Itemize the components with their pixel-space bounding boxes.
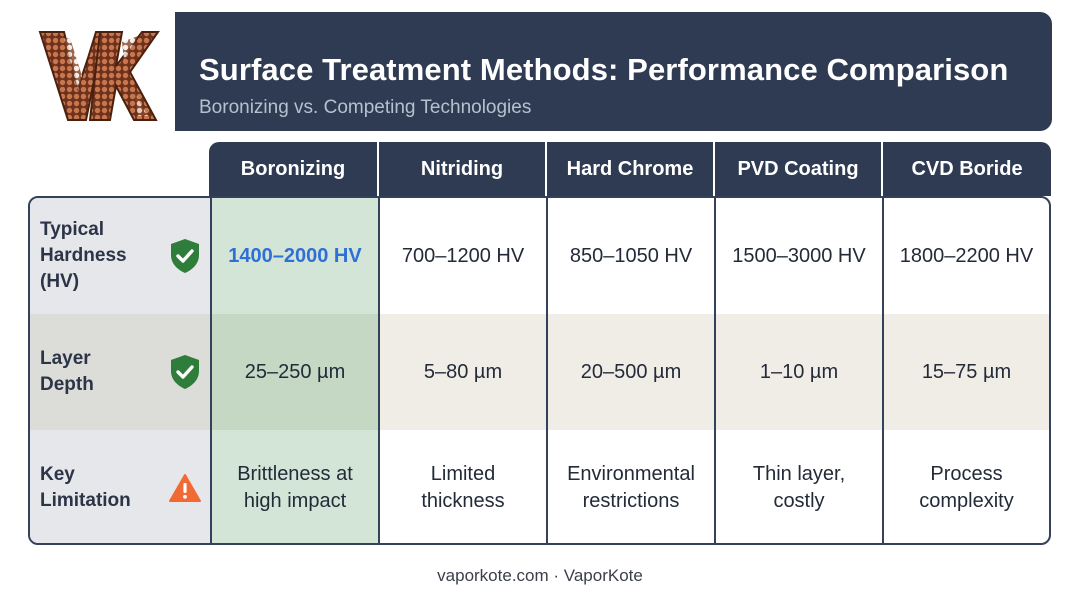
table-cell: Brittleness at high impact [210,430,378,543]
table-cell: 25–250 µm [210,314,378,430]
row-label: Key Limitation [30,430,160,543]
table-cell: 1–10 µm [714,314,882,430]
shield-check-icon [171,355,199,389]
table-row-hardness: Typical Hardness (HV) 1400–2000 HV 700–1… [30,198,1049,314]
column-header-boronizing: Boronizing [209,142,377,196]
vaporkote-logo [38,31,160,121]
table-cell: 5–80 µm [378,314,546,430]
title-banner: Surface Treatment Methods: Performance C… [175,12,1052,131]
column-header-cvd-boride: CVD Boride [881,142,1051,196]
table-cell: 700–1200 HV [378,198,546,314]
column-header-hard-chrome: Hard Chrome [545,142,713,196]
table-cell: 1500–3000 HV [714,198,882,314]
page-subtitle: Boronizing vs. Competing Technologies [199,97,532,118]
table-cell: 15–75 µm [882,314,1049,430]
table-cell: 1400–2000 HV [210,198,378,314]
row-label: Layer Depth [30,314,160,430]
table-row-layer-depth: Layer Depth 25–250 µm 5–80 µm 20–500 µm … [30,314,1049,430]
table-cell: Thin layer, costly [714,430,882,543]
table-cell: 850–1050 HV [546,198,714,314]
table-cell: Process complexity [882,430,1049,543]
warning-triangle-icon [169,473,201,502]
footer-credit: vaporkote.com · VaporKote [437,566,643,585]
row-label: Typical Hardness (HV) [30,198,160,314]
shield-check-icon [171,239,199,273]
table-cell: Limited thickness [378,430,546,543]
table-cell: 20–500 µm [546,314,714,430]
column-header-pvd-coating: PVD Coating [713,142,881,196]
column-header-nitriding: Nitriding [377,142,545,196]
table-cell: Environmental restrictions [546,430,714,543]
table-cell: 1800–2200 HV [882,198,1049,314]
comparison-table: Typical Hardness (HV) 1400–2000 HV 700–1… [28,196,1051,545]
table-row-key-limitation: Key Limitation Brittleness at high impac… [30,430,1049,543]
page-title: Surface Treatment Methods: Performance C… [199,52,1009,87]
